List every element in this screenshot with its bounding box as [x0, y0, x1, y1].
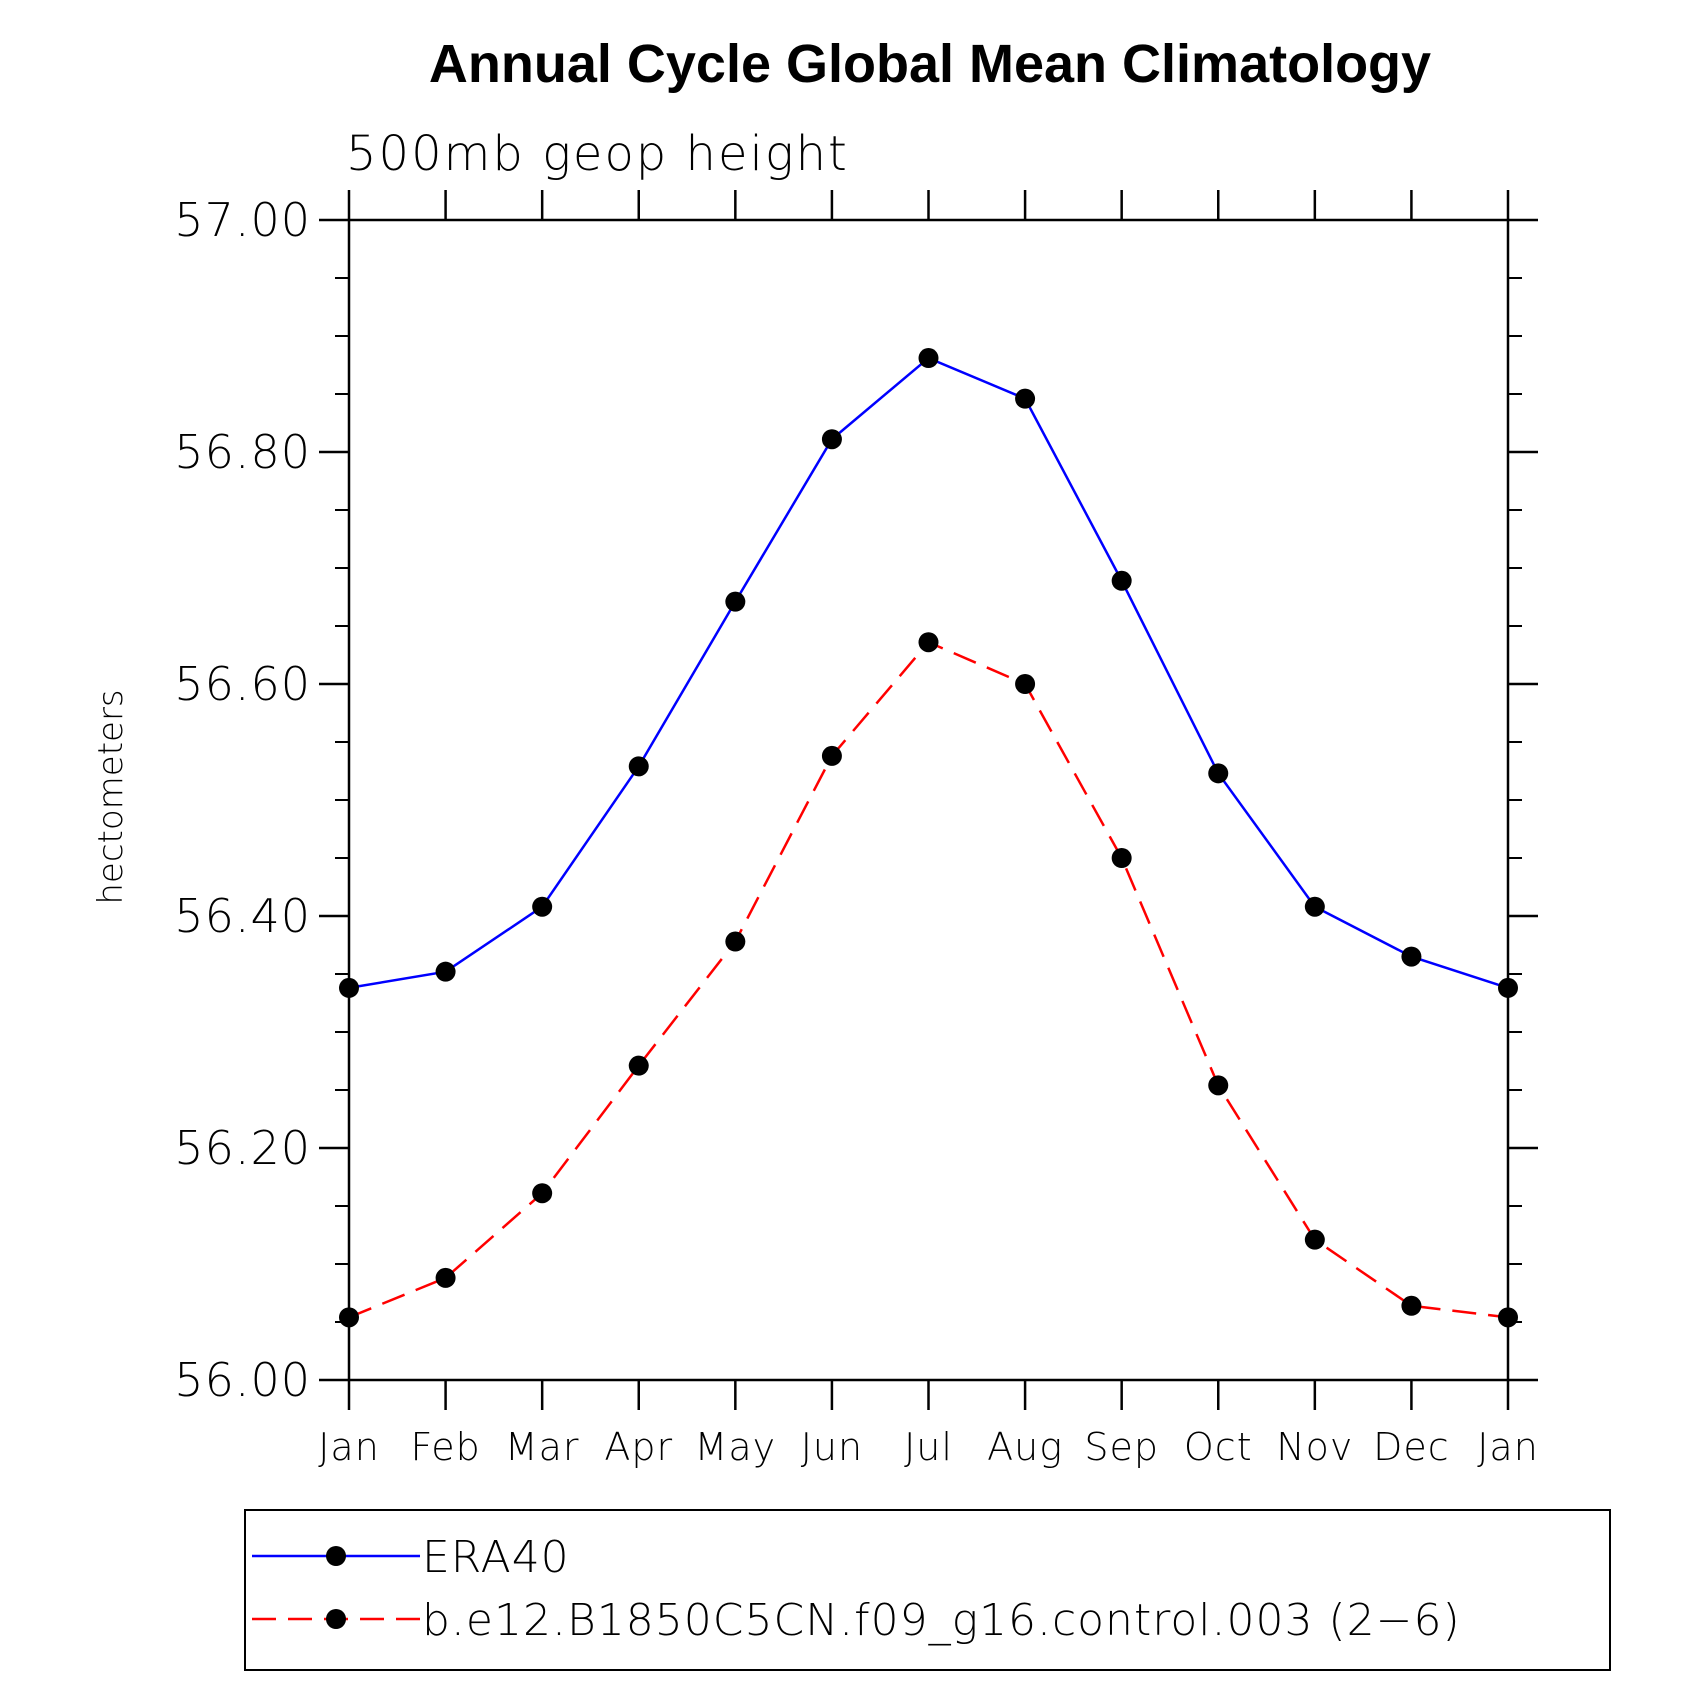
x-tick-label: Jan [318, 1425, 380, 1469]
legend-label: ERA40 [422, 1532, 570, 1583]
chart-subtitle: 500mb geop height [346, 126, 849, 182]
x-tick-label: Apr [604, 1425, 673, 1469]
data-point [435, 1267, 456, 1288]
legend: ERA40 b.e12.B1850C5CN.f09_g16.control.003… [252, 1532, 1461, 1646]
data-point [1015, 674, 1036, 694]
x-tick-label: May [695, 1425, 777, 1469]
series-line [348, 356, 1509, 990]
series-line [348, 640, 1509, 1319]
data-point [339, 1307, 359, 1328]
x-tick-label: Jan [1477, 1425, 1539, 1469]
y-tick-label: 57.00 [174, 193, 311, 247]
data-point [1401, 946, 1422, 967]
data-point [918, 632, 939, 653]
x-tick-label: Feb [410, 1425, 480, 1469]
data-point [821, 429, 842, 450]
series-1 [339, 348, 1518, 998]
data-point [1015, 388, 1036, 409]
data-point [1401, 1295, 1422, 1316]
chart-title: Annual Cycle Global Mean Climatology [429, 34, 1431, 94]
plot-frame [347, 218, 1510, 1382]
x-tick-label: Dec [1373, 1425, 1450, 1469]
data-point [725, 591, 746, 612]
x-tick-label: Sep [1084, 1425, 1159, 1469]
data-point [532, 896, 553, 917]
data-point [1208, 1075, 1229, 1096]
data-point [1111, 570, 1132, 591]
y-tick-label: 56.80 [174, 425, 311, 479]
x-tick-label: Nov [1276, 1425, 1353, 1469]
y-axis-label: hectometers [91, 689, 131, 904]
data-point [1208, 763, 1229, 784]
x-tick-label: Jul [904, 1425, 953, 1469]
legend-marker [326, 1609, 346, 1629]
data-point [1111, 848, 1132, 868]
data-point [1304, 1229, 1325, 1250]
data-point [821, 745, 842, 766]
y-tick-label: 56.20 [174, 1121, 311, 1175]
data-point [532, 1183, 553, 1204]
x-tick-label: Jun [801, 1425, 863, 1469]
y-tick-label: 56.60 [174, 657, 311, 711]
data-point [628, 1055, 649, 1076]
x-tick-label: Mar [505, 1425, 580, 1469]
data-point [1304, 896, 1325, 917]
y-tick-label: 56.40 [174, 889, 311, 943]
x-tick-label: Aug [987, 1425, 1063, 1469]
data-point [628, 756, 649, 777]
legend-box [244, 1509, 1611, 1671]
data-point [1498, 977, 1518, 998]
data-point [918, 348, 939, 369]
legend-marker [326, 1546, 346, 1566]
legend-label: b.e12.B1850C5CN.f09_g16.control.003 (2−6… [422, 1595, 1461, 1646]
axes: 56.00 56.20 56.40 56.60 56.80 57.00 Jan Feb Mar A… [174, 190, 1538, 1469]
data-point [435, 961, 456, 982]
y-tick-label: 56.00 [174, 1353, 311, 1407]
data-point [1498, 1307, 1518, 1328]
series-layer [339, 348, 1518, 1328]
series-2 [339, 632, 1518, 1328]
data-point [339, 977, 359, 998]
x-tick-label: Oct [1184, 1425, 1253, 1469]
data-point [725, 931, 746, 952]
